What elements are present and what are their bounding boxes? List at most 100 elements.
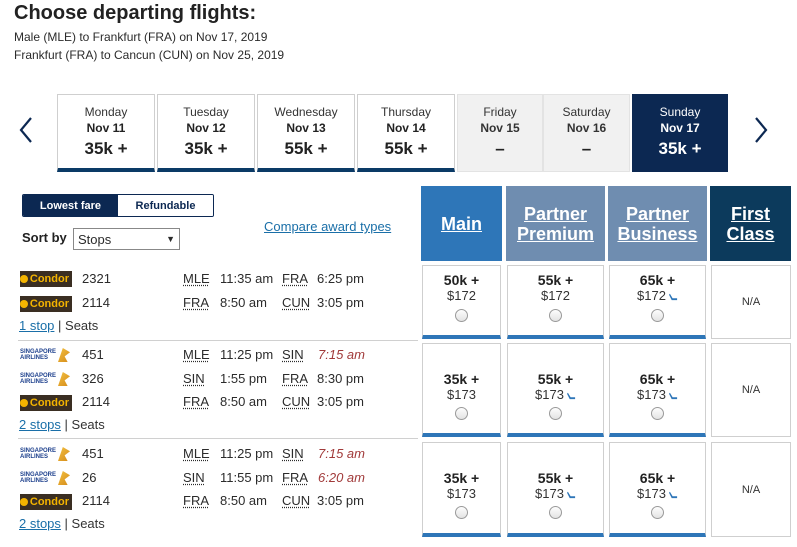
fare-radio[interactable] bbox=[549, 506, 562, 519]
chevron-left-icon bbox=[19, 117, 32, 143]
departure-time: 11:25 pm bbox=[220, 446, 274, 461]
fare-cell-partner-business[interactable]: 65k + $173 bbox=[609, 442, 706, 537]
airline-name: Condor bbox=[29, 496, 69, 508]
fare-cell-partner-business[interactable]: 65k + $172 bbox=[609, 265, 706, 339]
airline-logo-condor: Condor bbox=[20, 296, 72, 312]
day-name: Sunday bbox=[659, 105, 701, 119]
destination-airport: SIN bbox=[282, 446, 304, 461]
airline-logo-singapore: SINGAPORE AIRLINES bbox=[20, 347, 76, 363]
arrival-time-next-day: 6:20 am bbox=[318, 470, 365, 485]
flight-number: 451 bbox=[82, 446, 104, 461]
column-partner-premium[interactable]: Partner Premium bbox=[506, 186, 605, 261]
day-name: Friday bbox=[483, 105, 517, 119]
destination-airport: FRA bbox=[282, 470, 308, 485]
destination-airport: CUN bbox=[282, 394, 311, 409]
stops-link[interactable]: 2 stops bbox=[19, 417, 61, 432]
seats-link[interactable]: Seats bbox=[71, 516, 105, 531]
fare-points: 50k + bbox=[443, 272, 480, 288]
stops-link[interactable]: 2 stops bbox=[19, 516, 61, 531]
fare-points: 55k + bbox=[537, 470, 574, 486]
fare-radio[interactable] bbox=[549, 309, 562, 322]
column-label-line: Partner bbox=[625, 203, 689, 224]
fare-cell-partner-premium[interactable]: 55k + $173 bbox=[507, 442, 604, 537]
fare-radio[interactable] bbox=[455, 506, 468, 519]
day-price: 35k + bbox=[84, 139, 128, 158]
arrival-time: 3:05 pm bbox=[317, 295, 364, 310]
day-name: Thursday bbox=[380, 105, 432, 119]
fare-points: 35k + bbox=[443, 371, 480, 387]
date-tab-nov-12[interactable]: Tuesday Nov 12 35k + bbox=[157, 94, 255, 172]
date-tab-nov-15[interactable]: Friday Nov 15 – bbox=[457, 94, 543, 172]
fare-cell-partner-premium[interactable]: 55k + $172 bbox=[507, 265, 604, 339]
lowest-fare-button[interactable]: Lowest fare bbox=[23, 195, 118, 216]
origin-airport: FRA bbox=[183, 493, 209, 508]
flight-number: 2114 bbox=[82, 493, 110, 508]
fare-cell-main[interactable]: 35k + $173 bbox=[422, 442, 501, 537]
day-date: Nov 15 bbox=[480, 121, 520, 135]
day-name: Monday bbox=[84, 105, 128, 119]
column-partner-business[interactable]: Partner Business bbox=[608, 186, 707, 261]
sort-value: Stops bbox=[78, 231, 112, 247]
fare-radio[interactable] bbox=[455, 309, 468, 322]
column-main[interactable]: Main bbox=[421, 186, 502, 261]
arrival-time: 3:05 pm bbox=[317, 394, 364, 409]
fare-radio[interactable] bbox=[549, 407, 562, 420]
flight-number: 2321 bbox=[82, 271, 111, 286]
sort-select[interactable]: Stops ▼ bbox=[73, 228, 180, 250]
fare-radio[interactable] bbox=[651, 309, 664, 322]
arrival-time-next-day: 7:15 am bbox=[318, 347, 365, 362]
fare-cell-partner-business[interactable]: 65k + $173 bbox=[609, 343, 706, 437]
origin-airport: SIN bbox=[183, 371, 205, 386]
destination-airport: SIN bbox=[282, 347, 304, 362]
chevron-right-icon bbox=[755, 117, 768, 143]
arrival-time: 8:30 pm bbox=[317, 371, 364, 386]
day-name: Tuesday bbox=[183, 105, 229, 119]
origin-airport: FRA bbox=[183, 394, 209, 409]
column-main-label: Main bbox=[440, 213, 482, 234]
next-week-button[interactable] bbox=[746, 110, 776, 150]
fare-taxes: $173 bbox=[447, 387, 476, 402]
fare-taxes: $172 bbox=[447, 288, 476, 303]
date-tab-nov-13[interactable]: Wednesday Nov 13 55k + bbox=[257, 94, 355, 172]
date-tab-nov-17[interactable]: Sunday Nov 17 35k + bbox=[632, 94, 728, 172]
day-date: Nov 16 bbox=[566, 121, 607, 135]
departure-time: 11:25 pm bbox=[220, 347, 274, 362]
fare-not-available: N/A bbox=[741, 296, 761, 308]
day-price: – bbox=[581, 139, 592, 158]
destination-airport: CUN bbox=[282, 295, 311, 310]
date-tab-nov-14[interactable]: Thursday Nov 14 55k + bbox=[357, 94, 455, 172]
fare-cell-main[interactable]: 50k + $172 bbox=[422, 265, 501, 339]
arrival-time-next-day: 7:15 am bbox=[318, 446, 365, 461]
seats-link[interactable]: Seats bbox=[65, 318, 99, 333]
fare-type-toggle: Lowest fare Refundable bbox=[22, 194, 214, 217]
origin-airport: FRA bbox=[183, 295, 209, 310]
origin-airport: MLE bbox=[183, 347, 210, 362]
airline-name: Condor bbox=[29, 298, 69, 310]
fare-cell-partner-premium[interactable]: 55k + $173 bbox=[507, 343, 604, 437]
prev-week-button[interactable] bbox=[11, 110, 41, 150]
airline-name: Condor bbox=[29, 397, 69, 409]
fare-cell-main[interactable]: 35k + $173 bbox=[422, 343, 501, 437]
stops-link[interactable]: 1 stop bbox=[19, 318, 55, 333]
flat-seat-icon bbox=[668, 491, 678, 499]
fare-radio[interactable] bbox=[455, 407, 468, 420]
date-tab-nov-11[interactable]: Monday Nov 11 35k + bbox=[57, 94, 155, 172]
dropdown-arrow-icon: ▼ bbox=[166, 234, 175, 244]
seats-link[interactable]: Seats bbox=[71, 417, 105, 432]
refundable-button[interactable]: Refundable bbox=[118, 195, 213, 216]
day-date: Nov 11 bbox=[86, 121, 126, 135]
fare-radio[interactable] bbox=[651, 506, 664, 519]
fare-points: 55k + bbox=[537, 371, 574, 387]
fare-radio[interactable] bbox=[651, 407, 664, 420]
column-first-class[interactable]: First Class bbox=[710, 186, 791, 261]
fare-cell-first-class: N/A bbox=[711, 343, 791, 437]
row-divider bbox=[18, 438, 418, 439]
destination-airport: FRA bbox=[282, 271, 308, 286]
origin-airport: SIN bbox=[183, 470, 205, 485]
compare-award-types-link[interactable]: Compare award types bbox=[264, 219, 392, 234]
day-price: – bbox=[495, 139, 505, 158]
fare-points: 55k + bbox=[537, 272, 574, 288]
day-price: 55k + bbox=[284, 139, 328, 158]
airline-logo-condor: Condor bbox=[20, 494, 72, 510]
date-tab-nov-16[interactable]: Saturday Nov 16 – bbox=[543, 94, 630, 172]
